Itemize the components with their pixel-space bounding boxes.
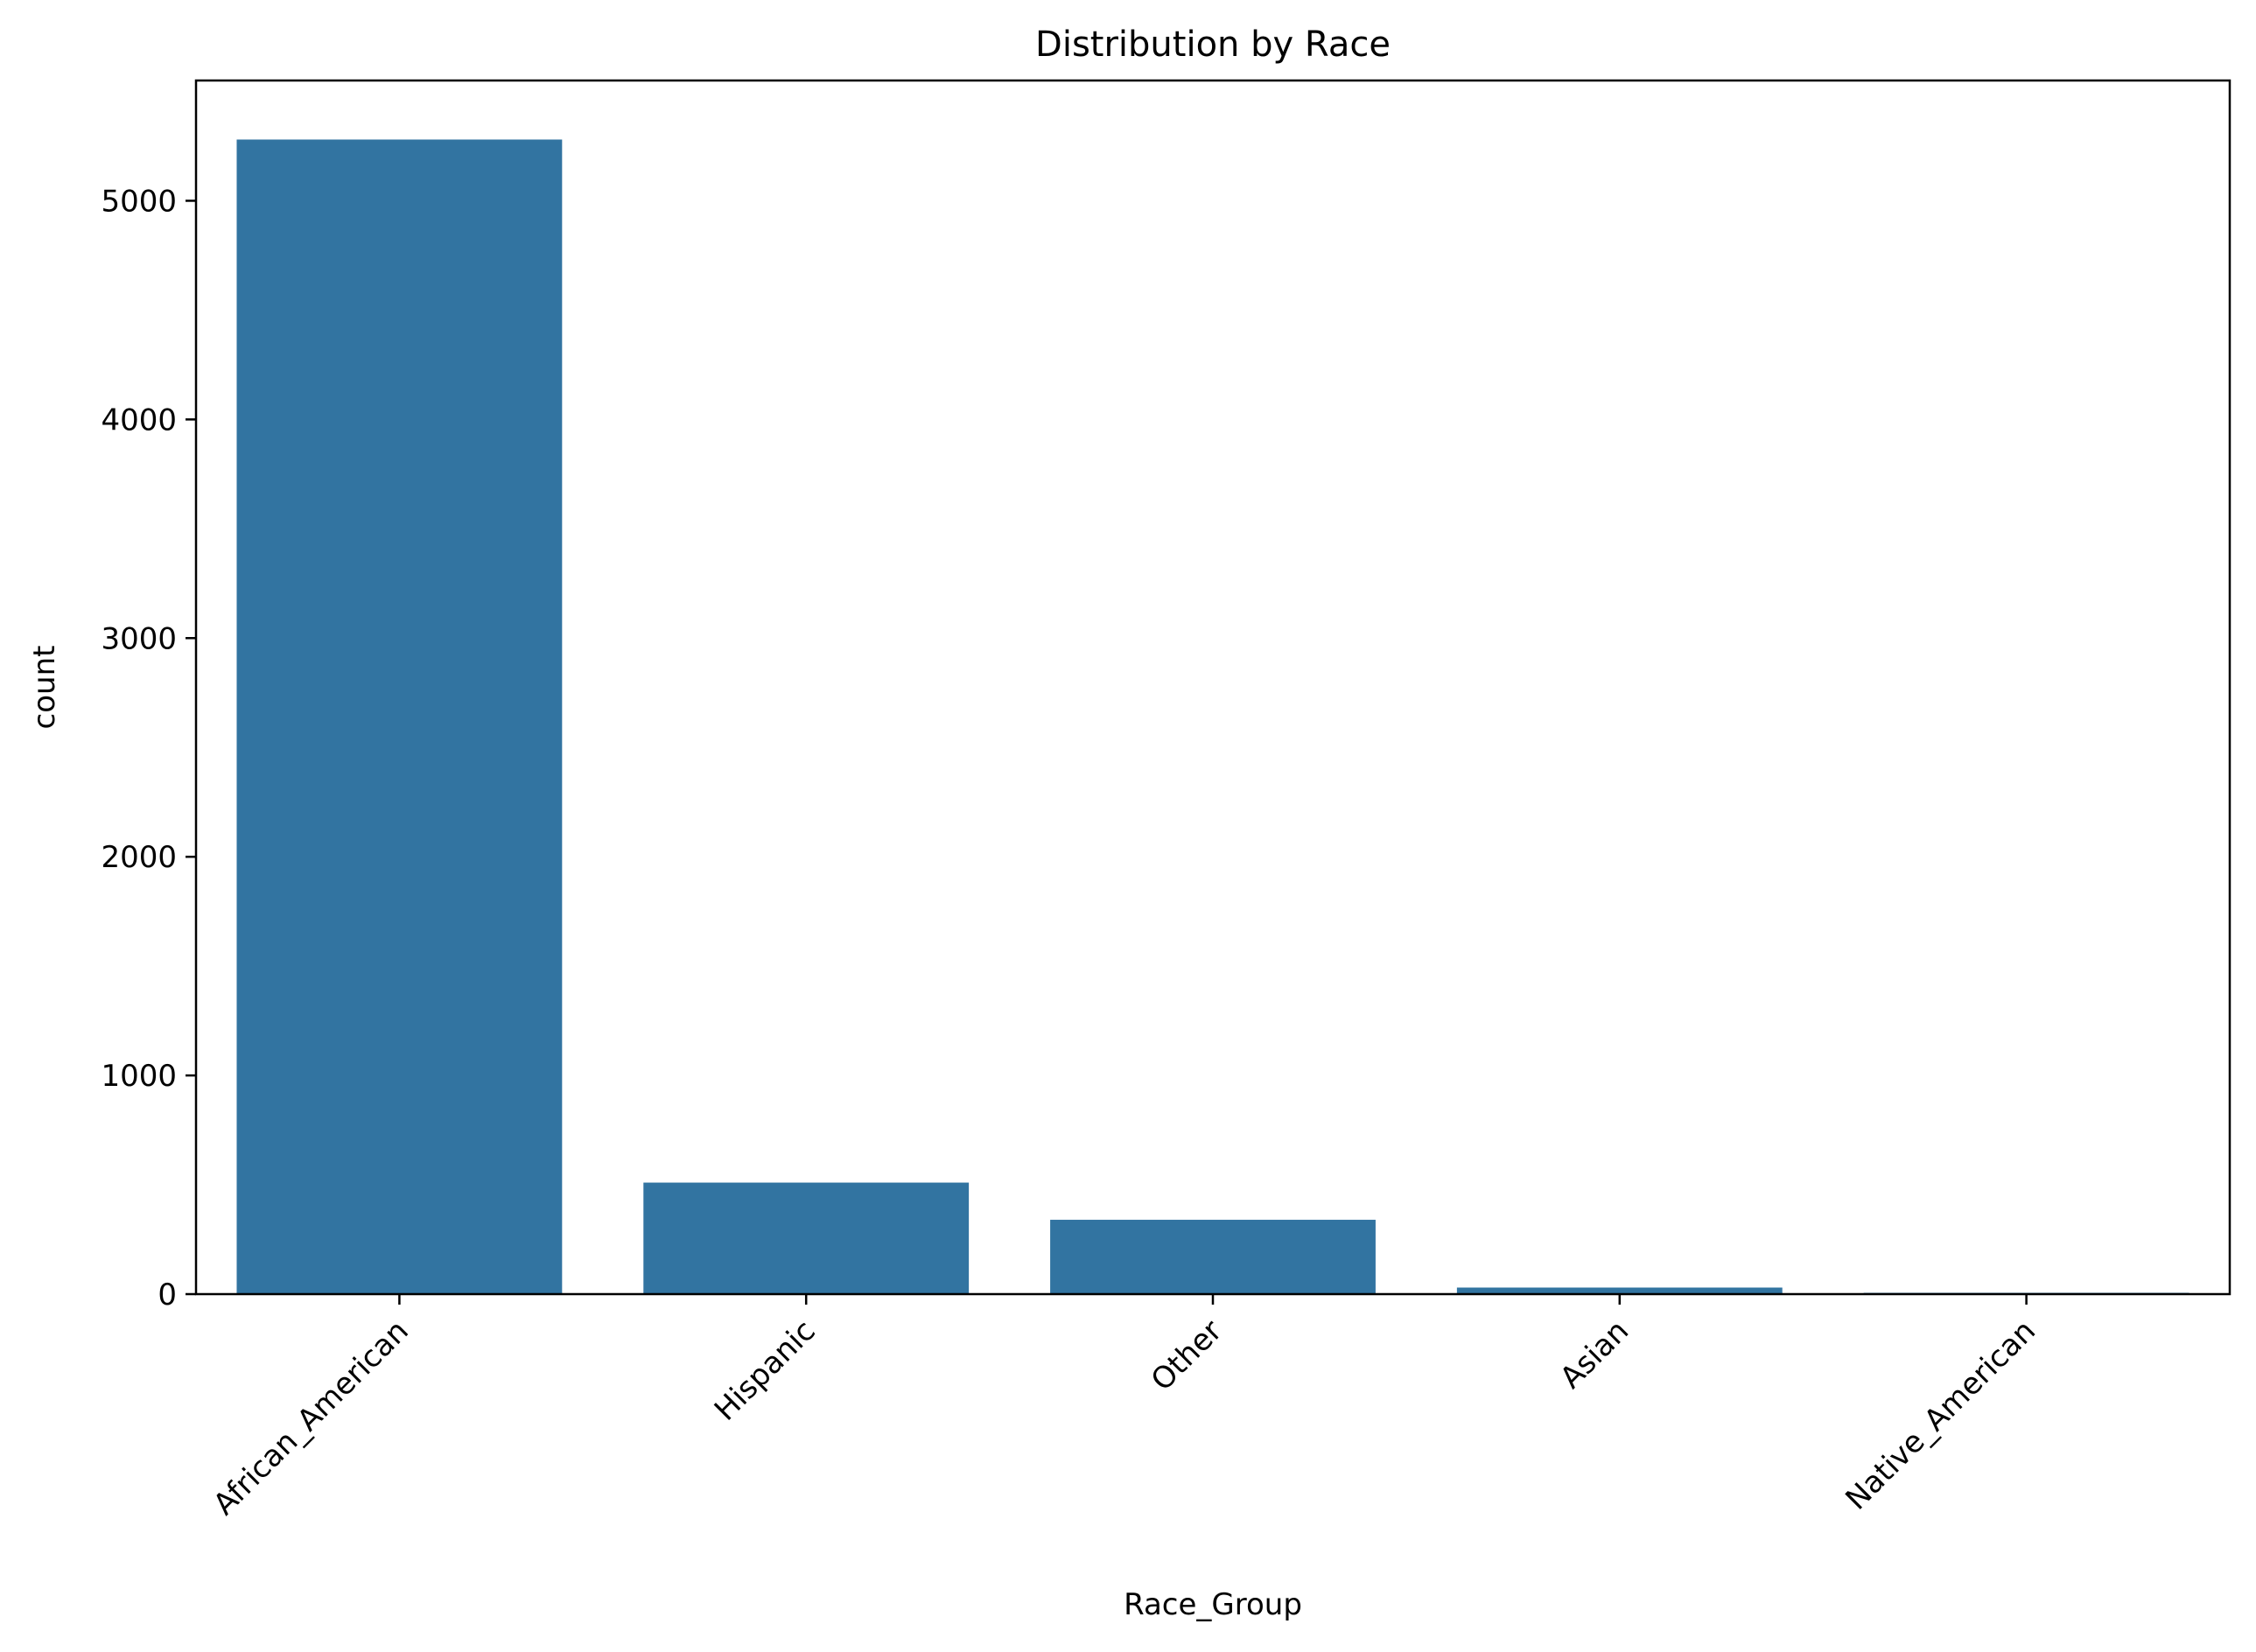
y-tick-label: 0 [158, 1278, 177, 1312]
y-tick-label: 5000 [101, 184, 177, 219]
y-axis: 0 1000 2000 3000 4000 5000 [101, 184, 196, 1312]
bar-other [1050, 1220, 1376, 1294]
y-tick-label: 3000 [101, 621, 177, 656]
chart-title: Distribution by Race [1035, 24, 1391, 65]
y-tick-label: 4000 [101, 402, 177, 438]
x-axis-label: Race_Group [1124, 1587, 1302, 1622]
plot-frame [194, 79, 2231, 1296]
y-tick-label: 2000 [101, 840, 177, 875]
bar-hispanic [643, 1182, 970, 1294]
bar-african-american [236, 139, 563, 1294]
y-axis-label: count [27, 646, 62, 730]
y-tick-label: 1000 [101, 1059, 177, 1094]
bar-asian [1456, 1287, 1783, 1294]
